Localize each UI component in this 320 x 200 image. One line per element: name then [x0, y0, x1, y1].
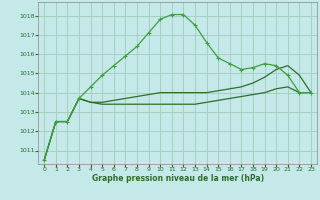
X-axis label: Graphe pression niveau de la mer (hPa): Graphe pression niveau de la mer (hPa)	[92, 174, 264, 183]
